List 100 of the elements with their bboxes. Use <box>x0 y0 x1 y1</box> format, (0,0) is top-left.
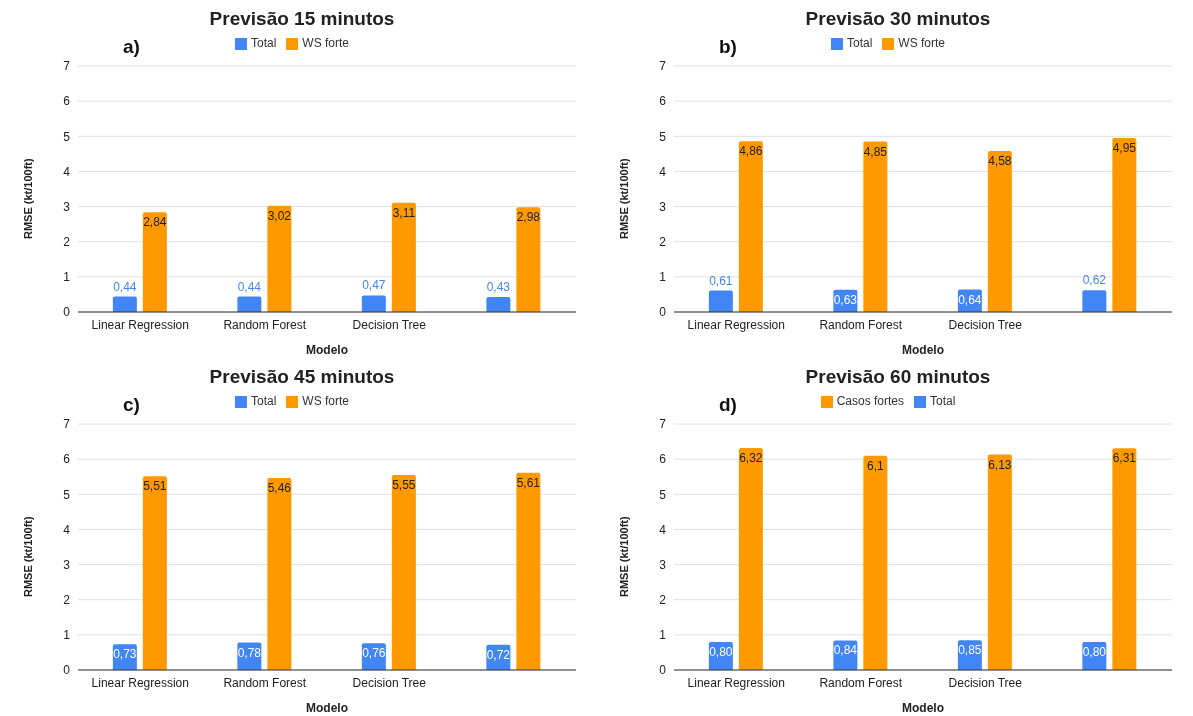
text: d) <box>719 394 737 416</box>
y-tick-label: 2 <box>63 234 71 249</box>
chart-title: Previsão 60 minutos <box>804 366 992 389</box>
y-tick-label: 4 <box>63 522 71 537</box>
y-tick-label: 2 <box>63 592 71 607</box>
x-tick-label: Decision Tree <box>352 675 427 690</box>
data-label: 0,72 <box>486 647 511 662</box>
bar <box>391 474 416 670</box>
x-axis-title: Modelo <box>902 343 944 357</box>
chart-title: Previsão 30 minutos <box>804 8 992 31</box>
bar <box>1082 290 1107 312</box>
x-tick-label: Decision Tree <box>948 317 1023 332</box>
data-label: 5,61 <box>516 475 541 490</box>
y-axis-title: RMSE (kt/100ft) <box>617 157 630 239</box>
y-tick-label: 5 <box>63 129 71 144</box>
y-tick-label: 3 <box>659 199 667 214</box>
bar <box>391 202 416 312</box>
data-label: 0,85 <box>958 643 982 658</box>
x-tick-label: Linear Regression <box>687 675 785 690</box>
x-tick-label: Random Forest <box>819 317 903 332</box>
data-label: 6,1 <box>867 458 885 473</box>
x-tick-label: Random Forest <box>819 675 903 690</box>
y-tick-label: 6 <box>659 94 667 109</box>
x-tick-label: Linear Regression <box>91 675 189 690</box>
bar <box>112 296 137 312</box>
y-tick-label: 1 <box>659 628 667 643</box>
data-label: 5,55 <box>392 477 416 492</box>
data-label: 0,76 <box>362 646 386 661</box>
chart-title: Previsão 45 minutos <box>208 366 396 389</box>
legend-label: WS forte <box>898 36 946 50</box>
x-tick-label: Random Forest <box>223 317 307 332</box>
bar <box>1112 138 1137 312</box>
x-tick-label: Linear Regression <box>687 317 785 332</box>
x-tick-label: Decision Tree <box>352 317 427 332</box>
data-label: 0,64 <box>958 292 982 307</box>
data-label: 6,13 <box>988 457 1012 472</box>
y-tick-label: 0 <box>659 663 667 678</box>
y-tick-label: 2 <box>659 234 667 249</box>
y-tick-label: 4 <box>659 522 667 537</box>
y-axis-title: RMSE (kt/100ft) <box>21 157 34 239</box>
bar <box>738 447 763 670</box>
y-axis-title: RMSE (kt/100ft) <box>21 515 34 597</box>
data-label: 2,84 <box>143 215 167 230</box>
x-tick-label: Random Forest <box>223 675 307 690</box>
y-tick-label: 3 <box>659 557 667 572</box>
y-tick-label: 7 <box>659 59 667 74</box>
legend-label: Total <box>846 36 873 50</box>
y-tick-label: 0 <box>659 305 667 320</box>
data-label: 3,02 <box>267 208 292 223</box>
legend-label: WS forte <box>302 394 350 408</box>
y-tick-label: 0 <box>63 663 71 678</box>
y-axis-title: RMSE (kt/100ft) <box>617 515 630 597</box>
bar <box>738 141 763 312</box>
data-label: 4,85 <box>863 144 888 159</box>
chart-title: Previsão 15 minutos <box>208 8 396 31</box>
data-label: 0,43 <box>486 279 511 294</box>
y-tick-label: 3 <box>63 199 71 214</box>
y-tick-label: 2 <box>659 592 667 607</box>
legend-label: Total <box>250 394 277 408</box>
y-tick-label: 6 <box>63 452 71 467</box>
bar <box>987 454 1012 670</box>
y-tick-label: 1 <box>659 270 667 285</box>
data-label: 0,47 <box>362 278 386 293</box>
y-tick-label: 5 <box>63 487 71 502</box>
x-tick-label: Decision Tree <box>948 675 1023 690</box>
bar <box>361 295 386 312</box>
bar <box>142 476 167 670</box>
y-tick-label: 6 <box>659 452 667 467</box>
x-axis-title: Modelo <box>306 701 348 715</box>
data-label: 0,44 <box>113 279 137 294</box>
bar <box>237 296 262 312</box>
data-label: 6,32 <box>739 450 763 465</box>
data-label: 0,78 <box>237 645 262 660</box>
data-label: 0,80 <box>709 644 733 659</box>
bar <box>267 478 292 670</box>
y-tick-label: 4 <box>659 164 667 179</box>
bar <box>863 141 888 312</box>
y-tick-label: 4 <box>63 164 71 179</box>
data-label: 0,80 <box>1082 644 1107 659</box>
legend-label: Total <box>250 36 277 50</box>
data-label: 0,63 <box>833 292 858 307</box>
y-tick-label: 6 <box>63 94 71 109</box>
legend-label: WS forte <box>302 36 350 50</box>
data-label: 0,84 <box>833 643 858 658</box>
data-label: 3,11 <box>392 205 416 220</box>
bar <box>1112 448 1137 670</box>
x-tick-label: Linear Regression <box>91 317 189 332</box>
y-tick-label: 5 <box>659 129 667 144</box>
y-tick-label: 7 <box>63 59 71 74</box>
text: a) <box>123 36 140 58</box>
y-tick-label: 7 <box>659 417 667 432</box>
bar <box>987 151 1012 312</box>
bar <box>267 205 292 312</box>
y-tick-label: 7 <box>63 417 71 432</box>
y-tick-label: 1 <box>63 628 71 643</box>
data-label: 0,62 <box>1082 273 1107 288</box>
bar <box>708 290 733 312</box>
data-label: 2,98 <box>516 210 541 225</box>
text: b) <box>719 36 737 58</box>
data-label: 0,61 <box>709 273 733 288</box>
